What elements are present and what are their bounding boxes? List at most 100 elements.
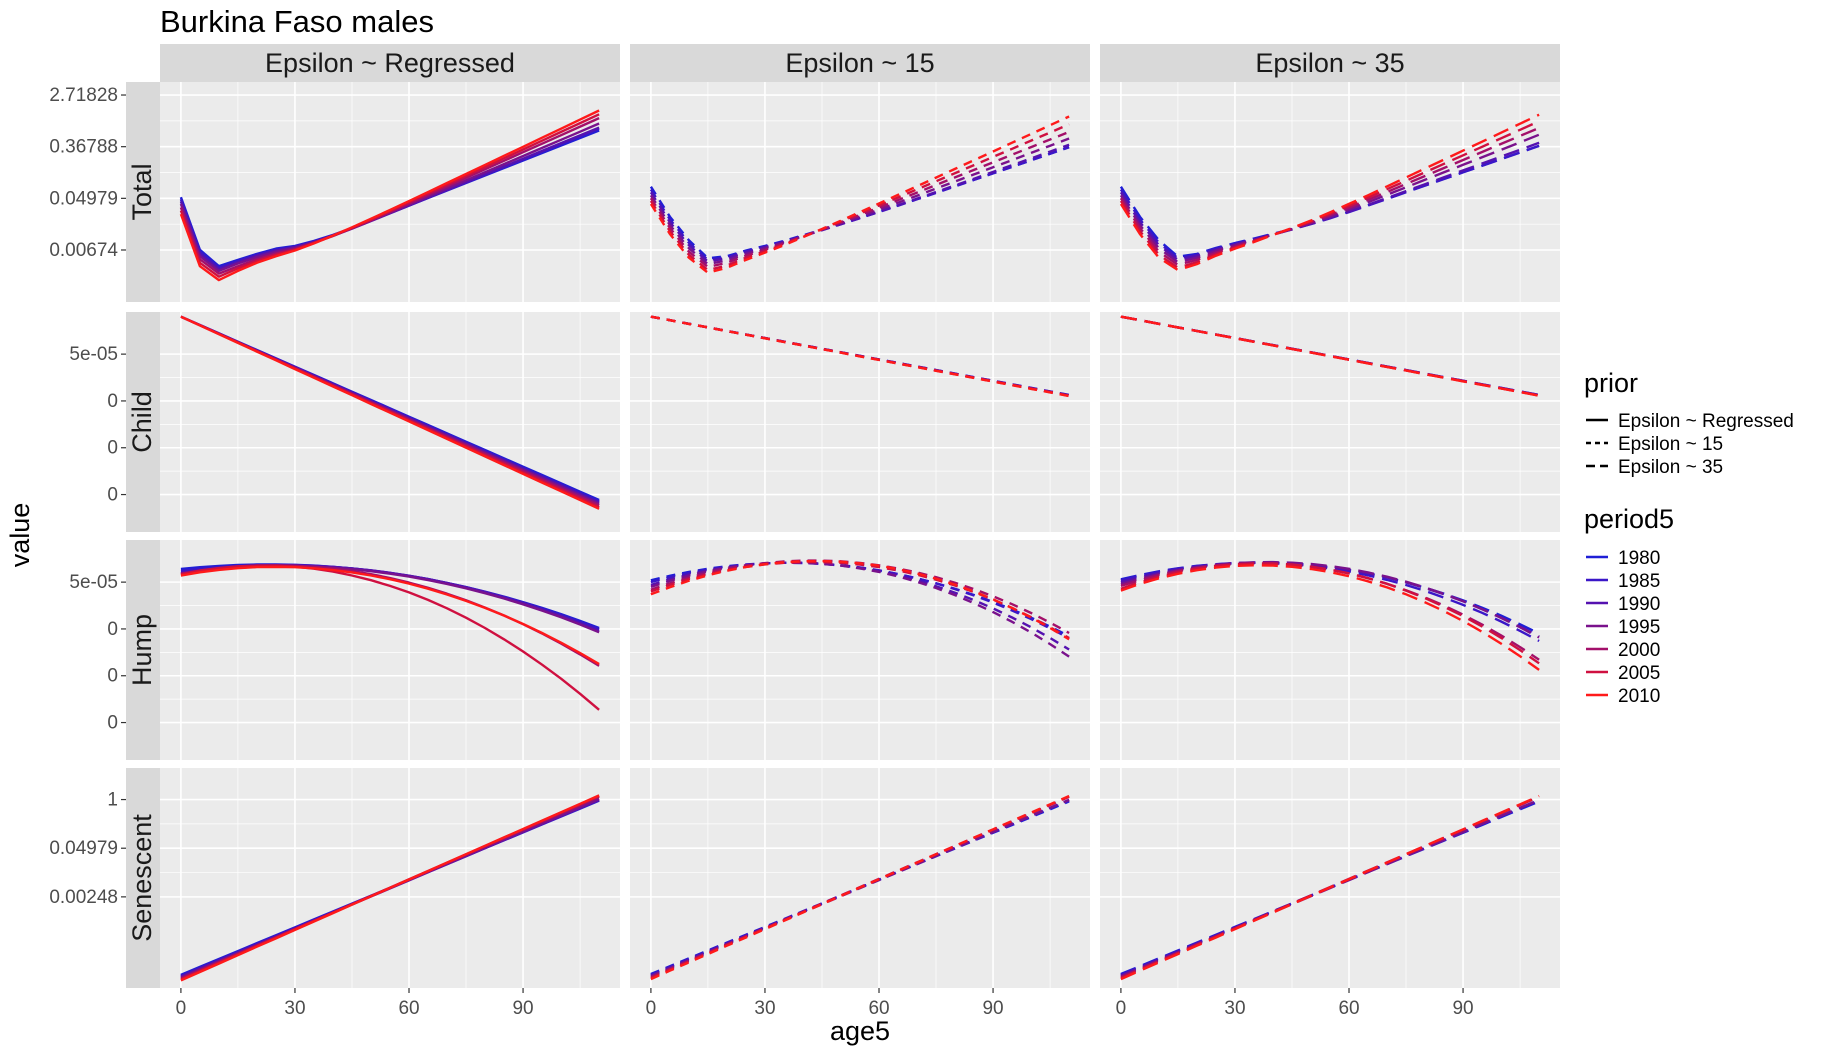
x-tick-label: 0 [646, 998, 657, 1019]
row-strip [126, 540, 160, 760]
panel-hump-epsilon-35 [1100, 540, 1560, 760]
x-tick-label: 30 [754, 998, 775, 1019]
y-tick-label: 0.04979 [49, 188, 118, 209]
series-line-1990 [649, 143, 1070, 263]
y-tick-label: 0 [107, 713, 118, 734]
series-line-2010 [1119, 113, 1540, 272]
legend-label-period: 2010 [1618, 686, 1660, 707]
series-line-2005 [649, 123, 1070, 272]
column-strip-label: Epsilon ~ 15 [785, 48, 934, 78]
panel-child-epsilon-regressed [160, 312, 620, 532]
y-tick-label: 0 [107, 391, 118, 412]
series-line-2010 [1120, 794, 1540, 981]
x-tick-label: 0 [176, 998, 187, 1019]
panel-background [630, 82, 1090, 302]
row-strip-label: Senescent [127, 814, 157, 942]
y-tick-label: 0 [107, 666, 118, 687]
panel-background [630, 768, 1090, 988]
row-strip [126, 768, 160, 988]
x-tick-label: 60 [398, 998, 419, 1019]
y-tick-label: 0 [107, 438, 118, 459]
legend-label-prior: Epsilon ~ 15 [1618, 434, 1723, 455]
panel-hump-epsilon-15 [630, 540, 1090, 760]
series-line-2000 [1119, 126, 1540, 266]
panel-child-epsilon-15 [630, 312, 1090, 532]
x-tick-label: 30 [284, 998, 305, 1019]
row-strip [126, 312, 160, 532]
legend-label-period: 1980 [1618, 548, 1660, 569]
y-tick-label: 0 [107, 619, 118, 640]
panel-background [160, 82, 620, 302]
panel-senescent-epsilon-35 [1100, 768, 1560, 988]
panel-total-epsilon-15 [630, 82, 1090, 302]
legend-label-prior: Epsilon ~ 35 [1618, 457, 1723, 478]
panel-child-epsilon-35 [1100, 312, 1560, 532]
column-strip-label: Epsilon ~ Regressed [265, 48, 515, 78]
series-line-1985 [649, 146, 1070, 262]
legend-label-period: 2000 [1618, 640, 1660, 661]
series-line-2000 [649, 130, 1070, 269]
row-strip-label: Hump [127, 614, 157, 686]
series-line-1995 [649, 137, 1070, 266]
x-tick-label: 60 [868, 998, 889, 1019]
series-line-2010 [650, 794, 1070, 981]
series-line-2010 [649, 115, 1070, 274]
panel-senescent-epsilon-15 [630, 768, 1090, 988]
series-line-2010 [179, 109, 600, 282]
legend-title-prior: prior [1584, 368, 1638, 398]
y-tick-label: 0.04979 [49, 838, 118, 859]
series-line-2010 [1120, 564, 1540, 671]
x-tick-label: 90 [512, 998, 533, 1019]
panel-total-epsilon-regressed [160, 82, 620, 302]
series-line-2010 [180, 794, 600, 982]
panel-background [1100, 312, 1560, 532]
x-tick-label: 60 [1338, 998, 1359, 1019]
column-strip [630, 44, 1090, 82]
column-strip [1100, 44, 1560, 82]
y-tick-label: 2.71828 [49, 85, 118, 106]
y-tick-label: 0 [107, 485, 118, 506]
panel-background [1100, 82, 1560, 302]
series-line-2010 [650, 315, 1070, 398]
series-line-2010 [650, 559, 1070, 641]
y-tick-label: 5e-05 [69, 572, 118, 593]
panel-total-epsilon-35 [1100, 82, 1560, 302]
row-strip-label: Child [127, 391, 157, 453]
y-tick-label: 0.00248 [49, 887, 118, 908]
column-strip-label: Epsilon ~ 35 [1255, 48, 1404, 78]
legend-label-period: 2005 [1618, 663, 1660, 684]
series-line-2005 [180, 564, 600, 711]
x-tick-label: 0 [1116, 998, 1127, 1019]
series-line-2005 [1119, 120, 1540, 269]
legend-label-period: 1985 [1618, 571, 1660, 592]
legend-title-period: period5 [1584, 504, 1674, 534]
x-tick-label: 90 [982, 998, 1003, 1019]
row-strip [126, 82, 160, 302]
series-line-2010 [180, 315, 600, 510]
column-strip [160, 44, 620, 82]
series-line-1995 [1119, 133, 1540, 264]
facet-grid: Epsilon ~ Regressed Epsilon ~ 15 Epsilon ~… [49, 44, 1560, 1019]
y-tick-label: 0.36788 [49, 137, 118, 158]
y-tick-label: 5e-05 [69, 344, 118, 365]
y-tick-label: 0.00674 [49, 240, 118, 261]
x-tick-label: 90 [1452, 998, 1473, 1019]
legend-label-period: 1990 [1618, 594, 1660, 615]
panel-hump-epsilon-regressed [160, 540, 620, 760]
x-axis-title: age5 [830, 1016, 890, 1046]
panel-senescent-epsilon-regressed [160, 768, 620, 988]
series-line-2005 [1120, 562, 1540, 665]
chart-title: Burkina Faso males [160, 4, 434, 39]
panel-background [160, 312, 620, 532]
series-line-2010 [180, 565, 600, 666]
series-line-1980 [649, 146, 1070, 260]
panel-background [630, 312, 1090, 532]
legend-label-period: 1995 [1618, 617, 1660, 638]
x-tick-label: 30 [1224, 998, 1245, 1019]
row-strip-label: Total [127, 163, 157, 220]
legend-label-prior: Epsilon ~ Regressed [1618, 411, 1794, 432]
y-tick-label: 1 [107, 790, 118, 811]
y-axis-title: value [5, 503, 35, 568]
